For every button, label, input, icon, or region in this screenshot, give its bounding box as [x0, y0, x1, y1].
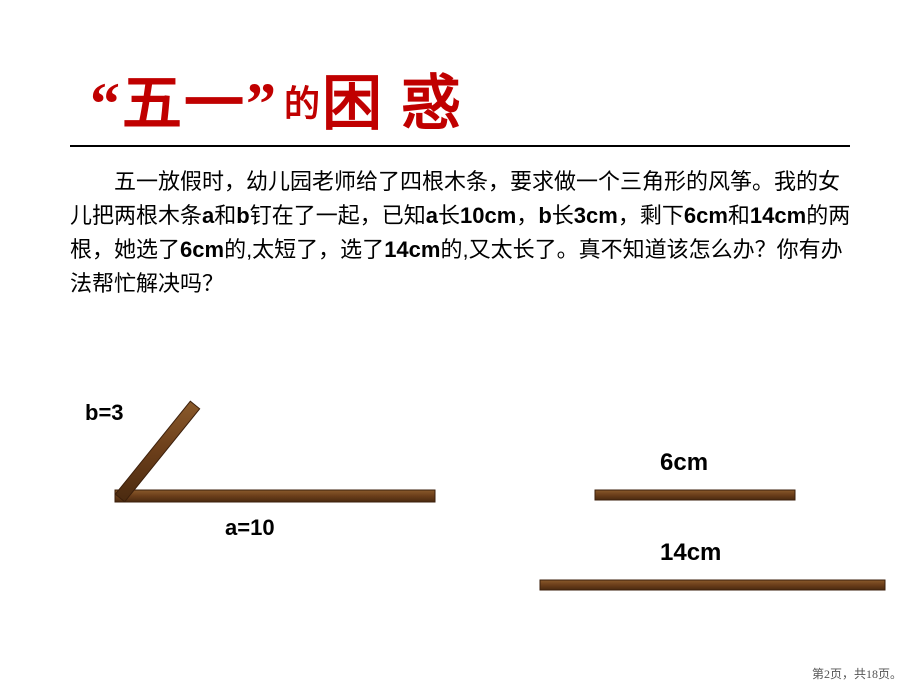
label-6cm: 6cm	[660, 449, 708, 476]
label-b: b=3	[85, 400, 124, 425]
slide-title: “五一” 的困 惑	[90, 55, 463, 142]
title-close-quote: ”	[246, 71, 278, 137]
stick-14cm	[540, 580, 885, 590]
problem-paragraph: 五一放假时，幼儿园老师给了四根木条，要求做一个三角形的风筝。我的女儿把两根木条a…	[70, 165, 860, 301]
title-open-quote: “	[90, 71, 122, 137]
stick-b	[115, 401, 199, 502]
title-main: 五一	[122, 71, 246, 137]
stick-6cm	[595, 490, 795, 500]
label-a: a=10	[225, 515, 275, 540]
title-de: 的	[284, 84, 322, 124]
title-tail: 困 惑	[322, 71, 463, 137]
label-14cm: 14cm	[660, 539, 721, 566]
stick-a	[115, 490, 435, 502]
page-number: 第2页，共18页。	[812, 665, 902, 682]
title-underline	[70, 145, 850, 147]
